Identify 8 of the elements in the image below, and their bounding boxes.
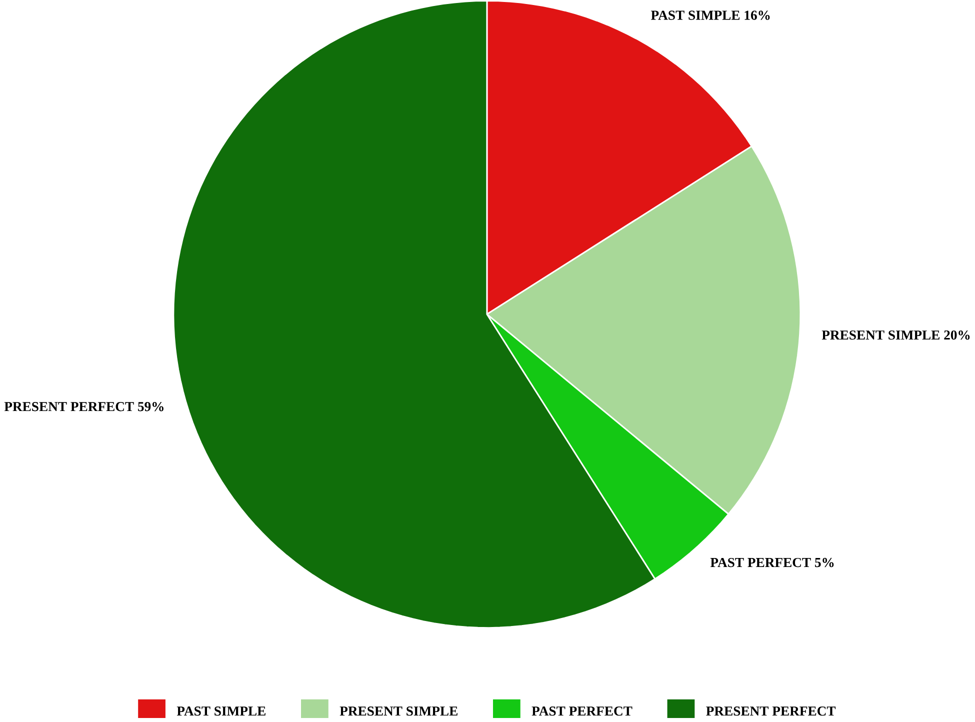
data-label: PRESENT SIMPLE 20% — [822, 330, 970, 340]
legend-label: PAST SIMPLE — [176, 706, 266, 716]
data-label: PAST SIMPLE 16% — [651, 10, 770, 20]
legend-label: PRESENT SIMPLE — [340, 706, 458, 716]
legend-label: PRESENT PERFECT — [706, 706, 836, 716]
data-label: PAST PERFECT 5% — [710, 558, 834, 568]
legend-label: PAST PERFECT — [532, 706, 632, 716]
data-label: PRESENT PERFECT 59% — [4, 402, 164, 412]
